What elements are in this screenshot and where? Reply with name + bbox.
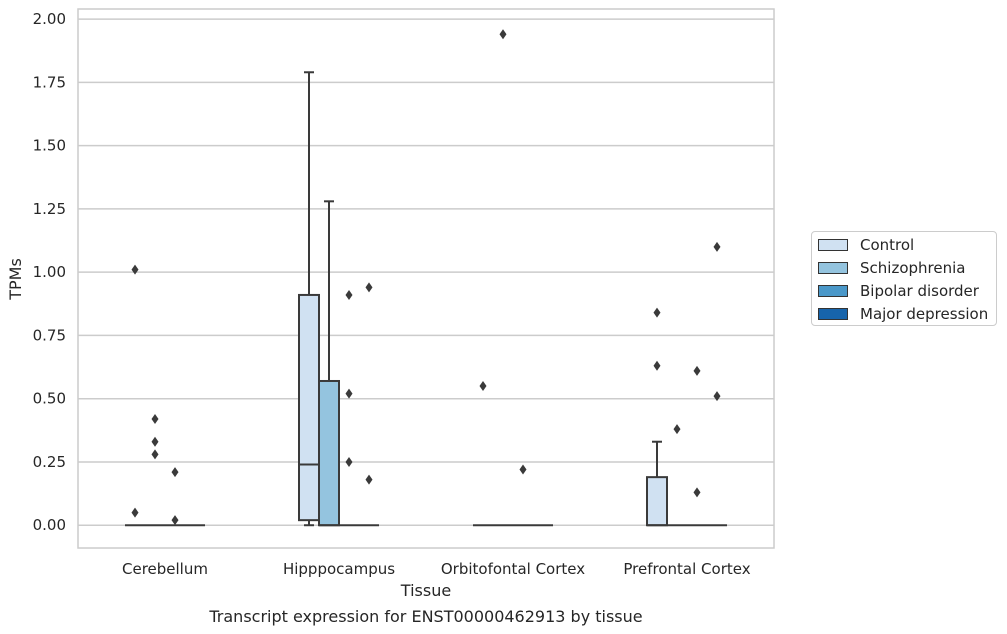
legend-item: Bipolar disorder [818, 280, 979, 302]
x-axis-label: Tissue [400, 581, 451, 600]
legend-label: Control [860, 236, 915, 254]
legend-swatch [818, 308, 848, 320]
x-axis-ticks: Cerebellum Hipppocampus Orbitofontal Corte… [122, 560, 751, 578]
box-body [298, 293, 320, 522]
outlier-point [653, 307, 661, 318]
outlier-point [151, 413, 159, 424]
y-tick-label: 0.75 [33, 326, 66, 344]
x-tick-label: Orbitofontal Cortex [441, 560, 585, 578]
outlier-point [365, 474, 373, 485]
y-tick-label: 0.00 [33, 516, 66, 534]
legend-item: Control [818, 234, 914, 256]
legend-label: Major depression [860, 305, 989, 323]
legend-item: Major depression [818, 303, 988, 325]
y-tick-label: 2.00 [33, 10, 66, 28]
y-tick-label: 0.25 [33, 453, 66, 471]
outlier-point [365, 282, 373, 293]
y-axis-ticks: 0.00 0.25 0.50 0.75 1.00 1.25 1.50 1.75 2.00 [33, 10, 66, 534]
y-tick-label: 1.50 [33, 137, 66, 155]
legend-label: Bipolar disorder [860, 282, 979, 300]
outlier-point [171, 515, 179, 526]
y-tick-label: 1.25 [33, 200, 66, 218]
box-body [318, 379, 340, 527]
box-series [125, 71, 727, 527]
legend-item: Schizophrenia [818, 257, 965, 279]
legend-swatch [818, 285, 848, 297]
x-tick-label: Hipppocampus [283, 560, 395, 578]
box-control [298, 71, 320, 527]
x-tick-label: Cerebellum [122, 560, 208, 578]
y-tick-label: 1.75 [33, 73, 66, 91]
chart-title: Transcript expression for ENST0000046291… [208, 607, 642, 626]
outlier-point [713, 391, 721, 402]
outlier-point [345, 388, 353, 399]
outlier-point [131, 264, 139, 275]
y-tick-label: 0.50 [33, 390, 66, 408]
box-schizophrenia [318, 200, 340, 527]
x-tick-label: Prefrontal Cortex [623, 560, 750, 578]
legend-swatch [818, 239, 848, 251]
outlier-point [693, 365, 701, 376]
box-control [646, 440, 668, 527]
y-tick-label: 1.00 [33, 263, 66, 281]
legend-label: Schizophrenia [860, 259, 966, 277]
outlier-point [479, 381, 487, 392]
outlier-point [713, 241, 721, 252]
outlier-points [131, 29, 721, 526]
outlier-point [151, 449, 159, 460]
outlier-point [151, 436, 159, 447]
outlier-point [131, 507, 139, 518]
outlier-point [673, 424, 681, 435]
plot-frame [77, 8, 775, 549]
legend: Control Schizophrenia Bipolar disorder Majo… [811, 231, 997, 326]
y-axis-label: TPMs [6, 258, 25, 301]
box-body [646, 476, 668, 527]
outlier-point [519, 464, 527, 475]
outlier-point [653, 360, 661, 371]
outlier-point [693, 487, 701, 498]
outlier-point [171, 467, 179, 478]
legend-swatch [818, 262, 848, 274]
outlier-point [499, 29, 507, 40]
grid-lines [78, 18, 774, 526]
outlier-point [345, 456, 353, 467]
outlier-point [345, 289, 353, 300]
